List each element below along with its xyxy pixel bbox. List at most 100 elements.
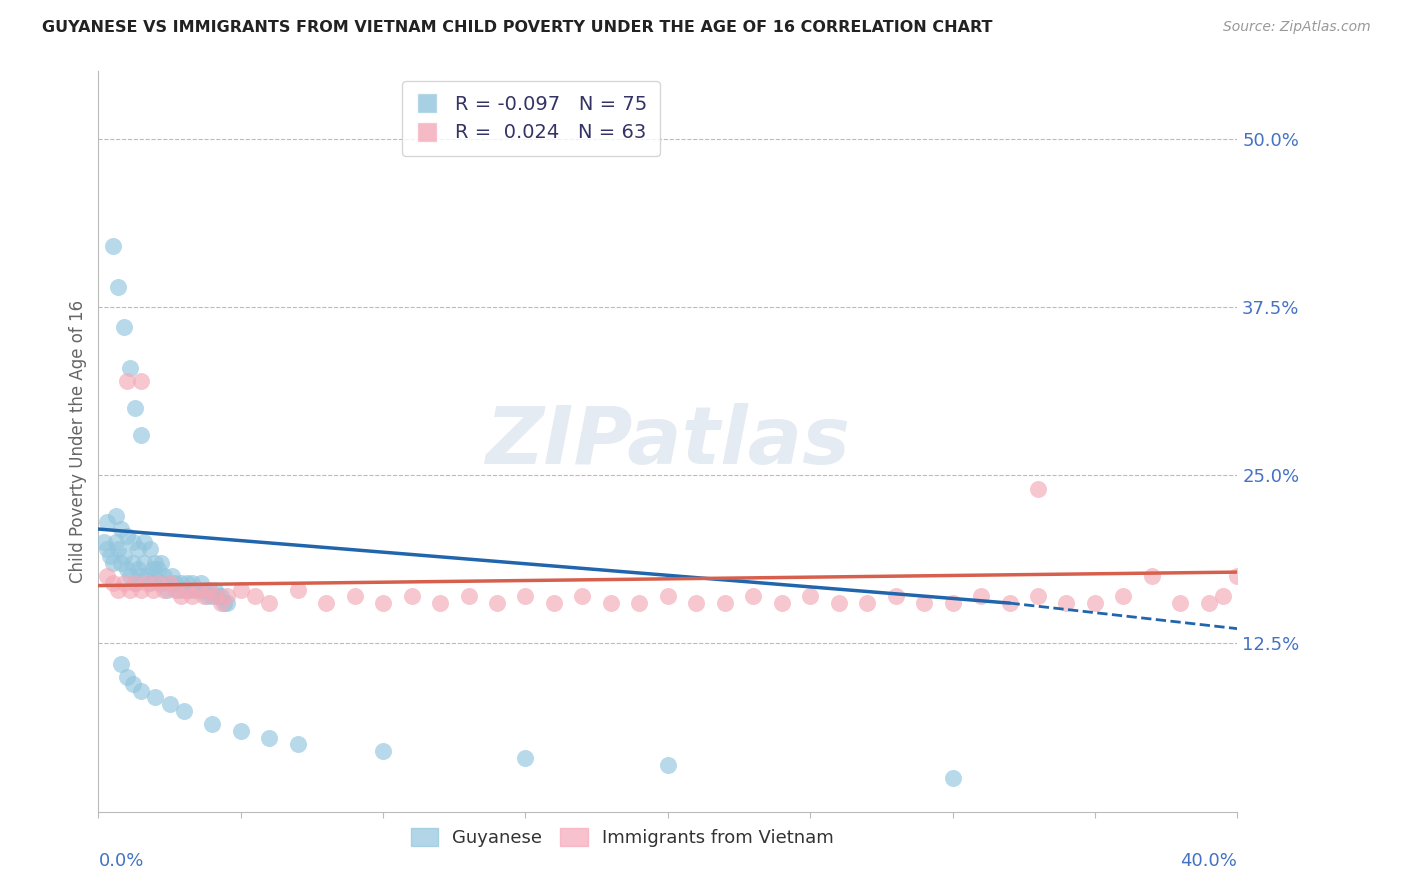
Text: ZIPatlas: ZIPatlas (485, 402, 851, 481)
Point (515, 590, 537, 604)
Point (165, 582, 187, 597)
Point (93, 535, 115, 549)
Point (373, 744, 395, 758)
Point (714, 596, 737, 610)
Point (201, 590, 224, 604)
Point (243, 590, 266, 604)
Point (1084, 596, 1107, 610)
Point (201, 717, 224, 731)
Point (129, 374, 152, 388)
Point (176, 582, 198, 597)
Point (193, 582, 215, 597)
Point (1112, 590, 1135, 604)
Point (515, 751, 537, 765)
Point (148, 575, 170, 590)
Point (118, 360, 141, 375)
Point (101, 239, 124, 253)
Point (486, 596, 509, 610)
Point (1026, 590, 1049, 604)
Point (127, 562, 149, 576)
Point (209, 590, 232, 604)
Point (165, 575, 187, 590)
Point (181, 575, 204, 590)
Point (121, 677, 143, 691)
Point (856, 596, 879, 610)
Point (96, 569, 118, 583)
Point (657, 757, 679, 772)
Point (112, 549, 135, 563)
Point (112, 320, 135, 334)
Point (107, 542, 129, 557)
Point (115, 562, 138, 576)
Point (970, 590, 993, 604)
Point (179, 582, 201, 597)
Point (107, 279, 129, 293)
Point (124, 575, 146, 590)
Point (129, 427, 152, 442)
Point (159, 697, 181, 711)
Point (198, 582, 221, 597)
Point (124, 401, 146, 415)
Point (600, 596, 623, 610)
Point (190, 575, 212, 590)
Point (912, 596, 935, 610)
Point (229, 582, 252, 597)
Point (1198, 596, 1220, 610)
Point (315, 596, 337, 610)
Point (127, 542, 149, 557)
Point (173, 582, 195, 597)
Point (1170, 596, 1192, 610)
Point (287, 582, 309, 597)
Point (150, 556, 173, 570)
Point (401, 590, 423, 604)
Text: GUYANESE VS IMMIGRANTS FROM VIETNAM CHILD POVERTY UNDER THE AGE OF 16 CORRELATIO: GUYANESE VS IMMIGRANTS FROM VIETNAM CHIL… (42, 20, 993, 35)
Point (135, 569, 157, 583)
Point (118, 582, 141, 597)
Point (129, 582, 152, 597)
Point (115, 670, 138, 684)
Point (193, 590, 215, 604)
Point (212, 596, 235, 610)
Point (187, 582, 209, 597)
Point (141, 582, 163, 597)
Point (184, 582, 207, 597)
Text: 0.0%: 0.0% (98, 853, 143, 871)
Point (129, 683, 152, 698)
Point (742, 590, 765, 604)
Point (162, 569, 184, 583)
Point (129, 569, 152, 583)
Point (153, 569, 176, 583)
Point (195, 590, 218, 604)
Point (104, 508, 127, 523)
Point (799, 590, 821, 604)
Point (170, 575, 193, 590)
Point (115, 374, 138, 388)
Point (124, 575, 146, 590)
Point (148, 562, 170, 576)
Point (204, 582, 226, 597)
Point (167, 582, 190, 597)
Point (121, 535, 143, 549)
Point (153, 582, 176, 597)
Point (259, 596, 281, 610)
Point (110, 657, 132, 671)
Point (132, 556, 155, 570)
Point (104, 535, 127, 549)
Point (132, 535, 155, 549)
Point (115, 529, 138, 543)
Point (121, 556, 143, 570)
Legend: Guyanese, Immigrants from Vietnam: Guyanese, Immigrants from Vietnam (404, 822, 841, 855)
Point (373, 596, 395, 610)
Point (828, 596, 851, 610)
Point (101, 556, 124, 570)
Point (198, 582, 221, 597)
Point (543, 596, 565, 610)
Point (187, 582, 209, 597)
Point (110, 556, 132, 570)
Point (170, 590, 193, 604)
Point (884, 590, 907, 604)
Point (998, 596, 1021, 610)
Point (112, 575, 135, 590)
Point (259, 731, 281, 745)
Point (181, 590, 204, 604)
